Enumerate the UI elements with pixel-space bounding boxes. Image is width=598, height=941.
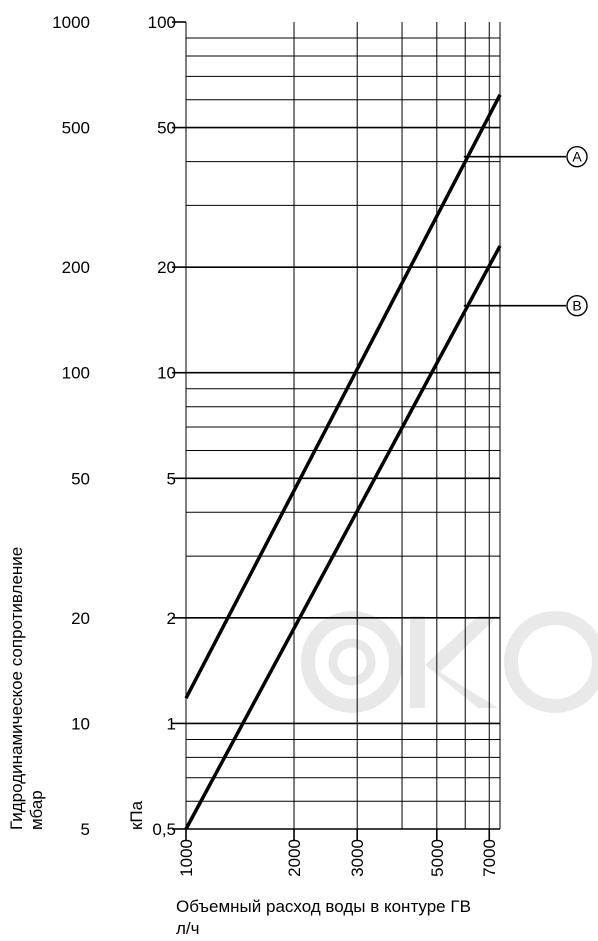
y-tick-label-kpa: 5 <box>167 469 176 488</box>
y-tick-label-mbar: 100 <box>62 364 90 383</box>
x-tick-label: 2000 <box>285 839 304 877</box>
y-tick-label-mbar: 5 <box>81 820 90 839</box>
y-axis-unit-kpa: кПа <box>127 800 146 830</box>
x-axis-title: Объемный расход воды в контуре ГВ <box>176 897 471 916</box>
y-tick-label-mbar: 50 <box>71 469 90 488</box>
y-axis-ticks-kpa: 0,5 1 2 5 10 20 50 100 <box>148 13 186 839</box>
watermark <box>301 611 598 713</box>
series-line-B <box>184 245 502 830</box>
y-tick-label-mbar: 200 <box>62 258 90 277</box>
series-callouts: AB <box>463 145 588 317</box>
y-tick-label-kpa: 10 <box>157 364 176 383</box>
y-tick-label-kpa: 20 <box>157 258 176 277</box>
x-tick-label: 3000 <box>348 839 367 877</box>
legend-label-A: A <box>572 149 582 165</box>
x-tick-label: 5000 <box>428 839 447 877</box>
y-tick-label-mbar: 20 <box>71 609 90 628</box>
y-tick-label-kpa: 0,5 <box>152 820 176 839</box>
x-axis-ticks: 1000 2000 3000 5000 7000 <box>177 829 499 877</box>
x-axis-unit: л/ч <box>176 919 200 938</box>
legend-label-B: B <box>572 298 581 314</box>
y-axis-ticks-mbar: 5 10 20 50 100 200 500 1000 <box>52 13 90 839</box>
y-tick-label-kpa: 100 <box>148 13 176 32</box>
y-tick-label-kpa: 50 <box>157 119 176 138</box>
y-tick-label-mbar: 1000 <box>52 13 90 32</box>
callout-marker-A <box>566 145 588 168</box>
x-tick-label: 1000 <box>177 839 196 877</box>
y-tick-label-mbar: 500 <box>62 119 90 138</box>
y-axis-unit-mbar: мбар <box>27 790 46 830</box>
callout-marker-B <box>566 294 588 317</box>
x-tick-label: 7000 <box>480 839 499 877</box>
y-tick-label-kpa: 1 <box>167 714 176 733</box>
series-layer <box>184 93 502 830</box>
series-line-A <box>184 93 502 700</box>
y-tick-label-mbar: 10 <box>71 714 90 733</box>
y-tick-label-kpa: 2 <box>167 609 176 628</box>
y-axis-title: Гидродинамическое сопротивление <box>7 547 26 830</box>
